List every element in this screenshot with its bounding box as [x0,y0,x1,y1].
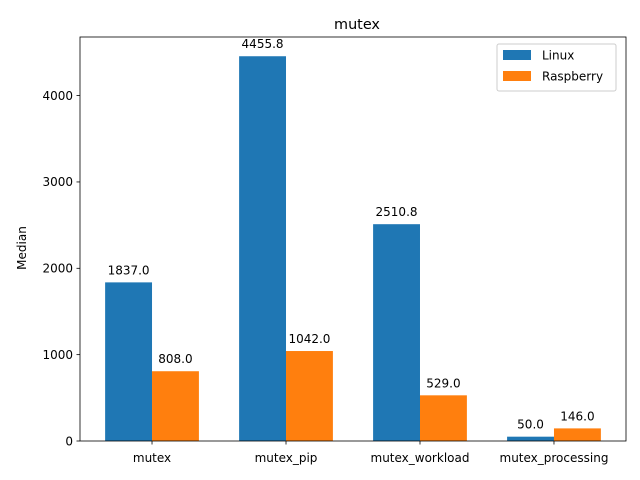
legend-label-linux: Linux [542,49,574,63]
x-tick-label-mutex: mutex [133,451,171,465]
chart-title: mutex [334,17,380,33]
bar-raspberry-mutex_workload [419,395,467,441]
legend-swatch-linux [503,50,531,60]
bar-label-linux-mutex_processing: 50.0 [517,418,544,432]
bar-label-linux-mutex_workload: 2510.8 [376,205,418,219]
plot-frame [79,36,627,442]
y-axis-label: Median [15,226,29,270]
y-tick-label: 2000 [42,262,73,276]
bar-label-raspberry-mutex_processing: 146.0 [560,409,594,423]
bar-label-linux-mutex_pip: 4455.8 [242,37,284,51]
bar-label-raspberry-mutex: 808.0 [158,352,192,366]
bar-raspberry-mutex [152,371,199,441]
bar-linux-mutex_processing [507,436,554,441]
x-tick-label-mutex_processing: mutex_processing [500,451,609,465]
x-tick-label-mutex_pip: mutex_pip [255,451,318,465]
y-tick-label: 3000 [42,175,73,189]
bar-labels-group: 1837.0 4455.8 2510.8 50.0 808.0 1042.0 529.0 14… [108,37,595,431]
legend-label-raspberry: Raspberry [542,70,603,84]
bar-label-raspberry-mutex_pip: 1042.0 [288,332,330,346]
bars-group [105,56,601,441]
bar-linux-mutex_workload [373,224,420,441]
bar-raspberry-mutex_pip [286,351,333,441]
legend-swatch-raspberry [503,71,531,81]
bar-label-raspberry-mutex_workload: 529.0 [426,376,460,390]
x-ticks-group: mutex mutex_pip mutex_workload mutex_proces… [133,441,609,465]
bar-linux-mutex_pip [239,56,287,441]
bar-linux-mutex [105,282,153,441]
bar-label-linux-mutex: 1837.0 [108,263,150,277]
bar-raspberry-mutex_processing [553,428,601,441]
y-tick-label: 4000 [42,89,73,103]
legend: Linux Raspberry [496,43,617,92]
y-ticks-group: 0 1000 2000 3000 4000 [42,89,80,448]
x-tick-label-mutex_workload: mutex_workload [371,451,470,465]
y-tick-label: 1000 [42,348,73,362]
y-tick-label: 0 [65,434,73,448]
